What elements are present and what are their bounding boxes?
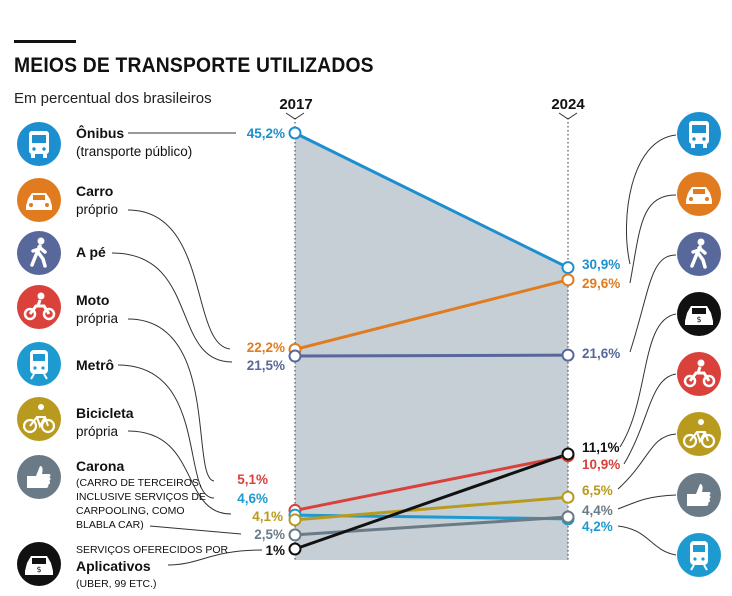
leader-bicicleta-left — [127, 430, 232, 515]
series-line-moto — [294, 454, 569, 512]
point-ape-2024 — [561, 348, 575, 362]
point-aplicativos-2024 — [561, 447, 575, 461]
leader-ape-left — [111, 252, 233, 363]
series-line-onibus — [294, 131, 569, 269]
sublabel-carro: próprio — [76, 202, 119, 217]
bus-icon — [676, 111, 722, 157]
motorcycle-icon — [676, 351, 722, 397]
title-rule — [14, 40, 76, 43]
thumbs-up-icon — [676, 472, 722, 518]
leader-aplicativos-left — [167, 549, 263, 566]
value-carona-2024: 4,4% — [582, 503, 613, 518]
value-carro-2024: 29,6% — [582, 276, 621, 291]
sublabel-carona-line-1: (CARRO DE TERCEIROS, — [76, 477, 202, 489]
label-aplicativos: Aplicativos — [76, 558, 151, 574]
sublabel-onibus: (transporte público) — [76, 144, 193, 159]
value-ape-2024: 21,6% — [582, 346, 621, 361]
leader-carro-left — [127, 209, 231, 350]
point-bicicleta-2024 — [561, 490, 575, 504]
bicycle-icon — [676, 411, 722, 457]
sublabel-bicicleta: própria — [76, 424, 119, 439]
label-carona: Carona — [76, 458, 125, 474]
point-carona-2024 — [561, 510, 575, 524]
shaded-area — [295, 133, 568, 560]
leader-bicicleta-right — [617, 433, 677, 490]
value-bicicleta-2017: 4,1% — [252, 509, 283, 524]
chart-title: MEIOS DE TRANSPORTE UTILIZADOS — [14, 54, 374, 77]
value-bicicleta-2024: 6,5% — [582, 483, 613, 498]
train-icon — [676, 532, 722, 578]
value-moto-2024: 10,9% — [582, 457, 621, 472]
car-icon — [16, 177, 62, 223]
series-line-bicicleta — [294, 495, 569, 522]
label-bicicleta: Bicicleta — [76, 405, 134, 421]
svg-text:$: $ — [696, 315, 701, 324]
leader-metro-left — [117, 364, 215, 499]
year-label-2024: 2024 — [551, 96, 585, 113]
year-label-2017: 2017 — [279, 96, 313, 113]
leader-moto-right — [623, 373, 677, 465]
leader-moto-left — [127, 318, 215, 482]
value-metro-2017: 4,6% — [237, 491, 268, 506]
value-onibus-2017: 45,2% — [246, 126, 285, 141]
leader-aplicativos-right — [619, 313, 677, 448]
train-icon — [16, 341, 62, 387]
sublabel-carona-line-3: CARPOOLING, COMO — [76, 505, 185, 517]
bicycle-icon — [16, 396, 62, 442]
point-bicicleta-2017 — [288, 513, 302, 527]
leader-onibus-right — [625, 134, 677, 265]
svg-text:$: $ — [36, 565, 41, 574]
taxi-app-icon: $ — [16, 541, 62, 587]
label-moto: Moto — [76, 292, 110, 308]
label-ape: A pé — [76, 244, 106, 260]
label-carro: Carro — [76, 183, 114, 199]
point-carona-2017 — [288, 528, 302, 542]
value-carona-2017: 2,5% — [254, 527, 285, 542]
value-metro-2024: 4,2% — [582, 519, 613, 534]
chart-subtitle: Em percentual dos brasileiros — [14, 90, 212, 107]
motorcycle-icon — [16, 284, 62, 330]
value-carro-2017: 22,2% — [246, 340, 285, 355]
value-moto-2017: 5,1% — [237, 472, 268, 487]
leader-carona-right — [617, 494, 677, 510]
label-metro: Metrô — [76, 357, 115, 373]
leader-carona-left — [149, 525, 242, 535]
sublabel-aplicativos: (UBER, 99 ETC.) — [76, 578, 157, 590]
value-ape-2017: 21,5% — [246, 358, 285, 373]
series-line-aplicativos — [294, 452, 569, 551]
sublabel-moto: própria — [76, 311, 119, 326]
value-aplicativos-2024: 11,1% — [582, 440, 620, 455]
point-ape-2017 — [288, 349, 302, 363]
prelabel-aplicativos: SERVIÇOS OFERECIDOS POR — [76, 544, 229, 556]
leader-carro-right — [629, 194, 677, 284]
series-line-carro — [294, 278, 569, 351]
leader-metro-right — [617, 525, 677, 556]
value-aplicativos-2017: 1% — [265, 543, 285, 558]
point-onibus-2017 — [288, 126, 302, 140]
axis-2024-tick — [558, 112, 578, 120]
value-onibus-2024: 30,9% — [582, 257, 621, 272]
walking-person-icon — [676, 231, 722, 277]
leader-ape-right — [629, 254, 677, 353]
sublabel-carona-line-2: INCLUSIVE SERVIÇOS DE — [76, 491, 206, 503]
point-carro-2024 — [561, 273, 575, 287]
sublabel-carona-line-4: BLABLA CAR) — [76, 519, 144, 531]
car-icon — [676, 171, 722, 217]
walking-person-icon — [16, 230, 62, 276]
bus-icon — [16, 121, 62, 167]
point-aplicativos-2017 — [288, 542, 302, 556]
taxi-app-icon: $ — [676, 291, 722, 337]
point-onibus-2024 — [561, 261, 575, 275]
thumbs-up-icon — [16, 454, 62, 500]
series-line-ape — [294, 353, 569, 358]
axis-2017-tick — [285, 112, 305, 120]
label-onibus: Ônibus — [76, 125, 125, 141]
